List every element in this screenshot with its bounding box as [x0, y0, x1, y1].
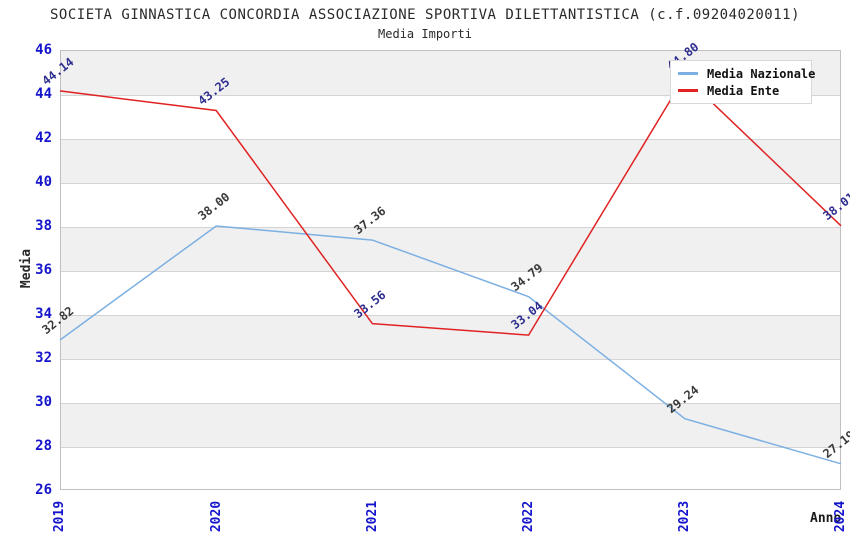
x-tick-label-text: 2024 [833, 500, 849, 532]
y-tick-label: 46 [35, 42, 52, 58]
y-tick-label: 36 [35, 262, 52, 278]
x-axis-title: Anno [810, 511, 842, 526]
chart-title: SOCIETA GINNASTICA CONCORDIA ASSOCIAZION… [49, 7, 800, 23]
y-tick-label: 26 [35, 482, 52, 498]
legend: Media Nazionale Media Ente [670, 60, 815, 104]
x-tick-label: 2019 [40, 494, 80, 538]
y-tick-label: 42 [35, 130, 52, 146]
legend-line-marker [678, 72, 698, 75]
gridline [61, 183, 840, 184]
y-tick-label: 40 [35, 174, 52, 190]
x-tick-label: 2022 [509, 494, 549, 538]
x-tick-label-text: 2022 [521, 500, 537, 532]
plot-area [60, 50, 841, 490]
x-tick-label-text: 2020 [208, 500, 224, 532]
x-tick-label: 2024 [821, 494, 850, 538]
legend-row: Media Nazionale [678, 65, 815, 82]
y-tick-label: 44 [35, 86, 52, 102]
y-tick-label: 38 [35, 218, 52, 234]
gridline [61, 139, 840, 140]
gridline [61, 315, 840, 316]
x-tick-label: 2023 [665, 494, 705, 538]
y-tick-label: 28 [35, 438, 52, 454]
plot-band [61, 315, 840, 359]
gridline [61, 227, 840, 228]
x-tick-label-text: 2019 [52, 500, 68, 532]
legend-row: Media Ente [678, 82, 805, 99]
plot-band [61, 139, 840, 183]
y-tick-label: 30 [35, 394, 52, 410]
legend-label: Media Nazionale [707, 66, 816, 81]
plot-band [61, 403, 840, 447]
x-tick-label-text: 2021 [364, 500, 380, 532]
legend-label: Media Ente [707, 83, 780, 98]
y-tick-label: 32 [35, 350, 52, 366]
gridline [61, 447, 840, 448]
gridline [61, 359, 840, 360]
gridline [61, 403, 840, 404]
x-tick-label: 2020 [196, 494, 236, 538]
legend-line-marker [678, 89, 698, 92]
x-tick-label: 2021 [352, 494, 392, 538]
x-tick-label-text: 2023 [677, 500, 693, 532]
y-tick-label: 34 [35, 306, 52, 322]
chart-subtitle: Media Importi [378, 27, 472, 41]
gridline [61, 271, 840, 272]
plot-band [61, 227, 840, 271]
